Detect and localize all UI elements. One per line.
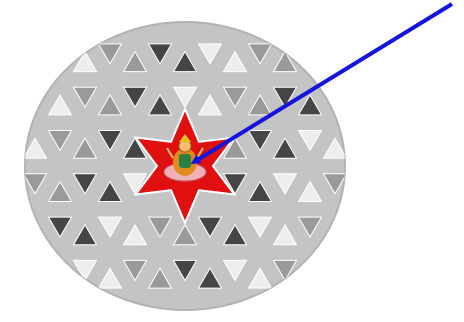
down-triangle-tile: [147, 216, 173, 239]
up-triangle-tile: [97, 180, 123, 203]
down-triangle-tile: [222, 173, 248, 195]
up-triangle-tile: [272, 223, 298, 246]
up-triangle-tile: [47, 180, 73, 203]
figure-crown: [179, 134, 191, 142]
up-triangle-tile: [247, 93, 273, 116]
up-triangle-tile: [122, 50, 148, 73]
up-triangle-tile: [122, 137, 148, 159]
down-triangle-tile: [122, 86, 148, 109]
up-triangle-tile: [222, 50, 248, 73]
up-triangle-tile: [247, 267, 273, 289]
up-triangle-tile: [97, 267, 123, 289]
down-triangle-tile: [97, 43, 123, 65]
up-triangle-tile: [72, 137, 98, 159]
up-triangle-tile: [322, 137, 345, 159]
down-triangle-tile: [197, 216, 223, 239]
down-triangle-tile: [72, 86, 98, 109]
down-triangle-tile: [147, 43, 173, 65]
up-triangle-tile: [247, 180, 273, 203]
pointer-arrow: [190, 2, 454, 165]
up-triangle-tile: [222, 137, 248, 159]
down-triangle-tile: [72, 173, 98, 195]
down-triangle-tile: [97, 129, 123, 152]
up-triangle-tile: [72, 50, 98, 73]
up-triangle-tile: [222, 223, 248, 246]
down-triangle-tile: [172, 86, 198, 109]
down-triangle-tile: [222, 259, 248, 282]
down-triangle-tile: [322, 173, 345, 195]
triangular-lattice: [25, 43, 345, 289]
down-triangle-tile: [297, 129, 323, 152]
up-triangle-tile: [72, 223, 98, 246]
figure-garment: [179, 154, 191, 168]
down-triangle-tile: [222, 86, 248, 109]
up-triangle-tile: [297, 93, 323, 116]
up-triangle-tile: [197, 267, 223, 289]
down-triangle-tile: [47, 129, 73, 152]
down-triangle-tile: [197, 43, 223, 65]
up-triangle-tile: [272, 50, 298, 73]
down-triangle-tile: [247, 43, 273, 65]
down-triangle-tile: [122, 173, 148, 195]
down-triangle-tile: [172, 259, 198, 282]
up-triangle-tile: [47, 93, 73, 116]
down-triangle-tile: [247, 216, 273, 239]
up-triangle-tile: [97, 93, 123, 116]
down-triangle-tile: [272, 259, 298, 282]
up-triangle-tile: [25, 137, 48, 159]
down-triangle-tile: [25, 173, 48, 195]
up-triangle-tile: [172, 50, 198, 73]
up-triangle-tile: [172, 223, 198, 246]
down-triangle-tile: [247, 129, 273, 152]
down-triangle-tile: [72, 259, 98, 282]
down-triangle-tile: [272, 86, 298, 109]
up-triangle-tile: [147, 267, 173, 289]
down-triangle-tile: [97, 216, 123, 239]
figure-left-arm: [166, 147, 174, 159]
up-triangle-tile: [122, 223, 148, 246]
up-triangle-tile: [272, 137, 298, 159]
down-triangle-tile: [122, 259, 148, 282]
down-triangle-tile: [47, 216, 73, 239]
up-triangle-tile: [147, 93, 173, 116]
down-triangle-tile: [272, 173, 298, 195]
down-triangle-tile: [297, 216, 323, 239]
up-triangle-tile: [197, 93, 223, 116]
up-triangle-tile: [297, 180, 323, 203]
